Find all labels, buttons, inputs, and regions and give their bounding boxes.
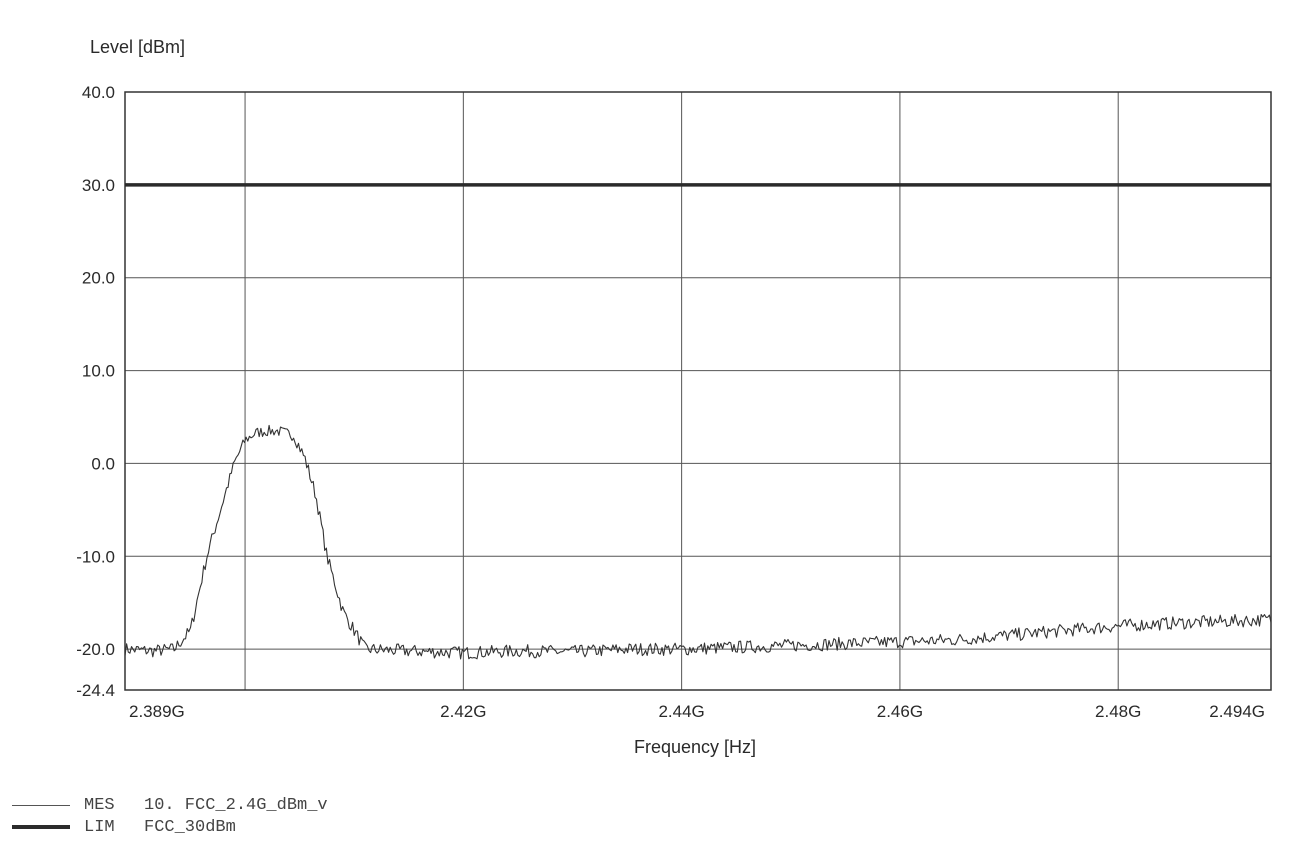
y-tick-label: 0.0	[91, 454, 115, 473]
series-line-mes	[124, 424, 1272, 660]
y-tick-label: 40.0	[82, 83, 115, 102]
y-tick-label: 30.0	[82, 176, 115, 195]
legend-label-lim: FCC_30dBm	[144, 817, 236, 837]
y-tick-label: 10.0	[82, 362, 115, 381]
legend-swatch-mes	[12, 804, 70, 806]
plot-frame	[124, 91, 1272, 691]
x-tick-label: 2.494G	[1209, 702, 1265, 721]
legend-code-lim: LIM	[84, 817, 115, 837]
y-axis-title: Level [dBm]	[90, 37, 185, 57]
y-tick-label: -10.0	[76, 547, 115, 566]
legend-entry-lim: LIM FCC_30dBm	[12, 816, 712, 838]
y-tick-label: 20.0	[82, 269, 115, 288]
x-axis-title: Frequency [Hz]	[634, 737, 756, 757]
legend-code-mes: MES	[84, 795, 115, 815]
legend: MES 10. FCC_2.4G_dBm_v LIM FCC_30dBm	[12, 794, 712, 838]
legend-entry-mes: MES 10. FCC_2.4G_dBm_v	[12, 794, 712, 816]
legend-label-mes: 10. FCC_2.4G_dBm_v	[144, 795, 328, 815]
x-tick-label: 2.44G	[658, 702, 704, 721]
legend-swatch-lim	[12, 825, 70, 829]
y-tick-label: -20.0	[76, 640, 115, 659]
x-tick-label: 2.389G	[129, 702, 185, 721]
y-tick-label: -24.4	[76, 681, 115, 700]
level-vs-frequency-chart: 40.0 30.0 20.0 10.0 0.0 -10.0 -20.0 -24.4 2.389G…	[76, 37, 1272, 757]
x-tick-label: 2.48G	[1095, 702, 1141, 721]
x-tick-label: 2.42G	[440, 702, 486, 721]
x-tick-label: 2.46G	[877, 702, 923, 721]
